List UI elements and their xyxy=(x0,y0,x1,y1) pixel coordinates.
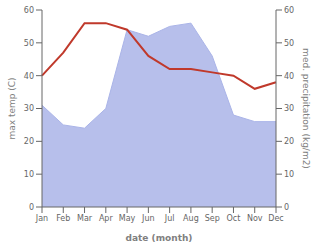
svg-text:0: 0 xyxy=(284,203,289,212)
svg-text:Feb: Feb xyxy=(56,214,70,223)
svg-text:10: 10 xyxy=(284,170,294,179)
svg-text:date (month): date (month) xyxy=(126,233,193,243)
svg-text:Aug: Aug xyxy=(183,214,199,223)
svg-text:Sep: Sep xyxy=(205,214,220,223)
svg-text:max temp (C): max temp (C) xyxy=(8,77,17,139)
svg-text:40: 40 xyxy=(24,72,34,81)
svg-text:50: 50 xyxy=(24,39,34,48)
svg-text:Apr: Apr xyxy=(99,214,114,223)
svg-text:20: 20 xyxy=(24,137,34,146)
svg-text:Jul: Jul xyxy=(164,214,175,223)
svg-text:10: 10 xyxy=(24,170,34,179)
svg-text:Jun: Jun xyxy=(141,214,155,223)
svg-text:60: 60 xyxy=(24,6,34,15)
svg-text:Jan: Jan xyxy=(35,214,48,223)
svg-text:60: 60 xyxy=(284,6,294,15)
svg-text:30: 30 xyxy=(24,104,34,113)
svg-text:0: 0 xyxy=(29,203,34,212)
svg-text:May: May xyxy=(119,214,136,223)
svg-text:Dec: Dec xyxy=(268,214,283,223)
svg-text:Mar: Mar xyxy=(77,214,93,223)
svg-text:40: 40 xyxy=(284,72,294,81)
svg-text:Nov: Nov xyxy=(247,214,263,223)
svg-text:30: 30 xyxy=(284,104,294,113)
svg-text:20: 20 xyxy=(284,137,294,146)
svg-text:50: 50 xyxy=(284,39,294,48)
svg-text:med. precipitation (kg/m2): med. precipitation (kg/m2) xyxy=(301,48,310,169)
svg-text:Oct: Oct xyxy=(227,214,241,223)
